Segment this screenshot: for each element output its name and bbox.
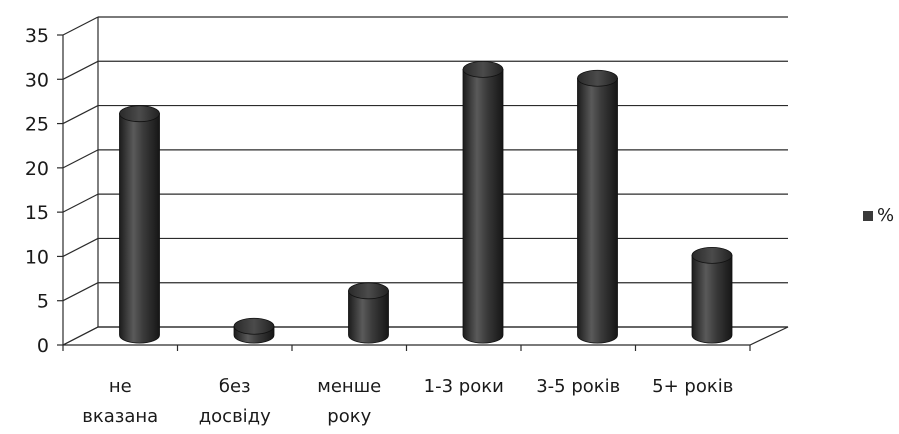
bar xyxy=(119,105,160,344)
y-tick-label: 0 xyxy=(37,335,49,357)
y-tick-label: 25 xyxy=(25,114,49,136)
legend-swatch xyxy=(863,211,873,221)
bar-top xyxy=(119,105,160,123)
bar-top xyxy=(348,282,389,300)
bar xyxy=(577,69,618,344)
x-tick-label: менше xyxy=(317,376,381,397)
bar xyxy=(462,60,504,344)
y-tick-label: 15 xyxy=(25,202,49,224)
bar xyxy=(233,317,275,344)
y-tick-label: 20 xyxy=(25,158,49,180)
legend-label: % xyxy=(877,205,894,226)
x-tick-label: не xyxy=(109,376,132,397)
bar xyxy=(348,282,389,344)
x-tick-label: вказана xyxy=(82,406,158,427)
chart-floor xyxy=(62,326,789,346)
labels-layer: 0 5 10 15 20 25 30 35 не вказана без досвіду менше ро… xyxy=(25,25,734,427)
bar-body xyxy=(462,68,504,344)
side-gridline xyxy=(62,193,99,213)
legend: % xyxy=(863,205,894,226)
axis-layer xyxy=(57,17,789,351)
x-tick-label: досвіду xyxy=(199,406,271,427)
side-gridline xyxy=(62,282,99,302)
side-gridline xyxy=(62,149,99,169)
x-tick-label: 1-3 роки xyxy=(424,376,504,397)
bar-top xyxy=(233,317,275,335)
x-tick-label: 3-5 років xyxy=(536,376,620,397)
grid-layer xyxy=(62,16,788,346)
bar-top xyxy=(577,69,618,87)
bar-body xyxy=(577,77,618,344)
bar-top xyxy=(691,246,733,264)
bar-body xyxy=(348,290,389,344)
bar-top xyxy=(462,60,504,78)
y-tick-label: 35 xyxy=(25,25,49,47)
x-tick-label: року xyxy=(327,406,371,427)
bar-body xyxy=(691,254,733,344)
y-tick-label: 30 xyxy=(25,69,49,91)
bars-layer xyxy=(119,60,733,344)
x-tick-label: 5+ років xyxy=(652,376,733,397)
y-tick-label: 5 xyxy=(37,291,49,313)
side-gridline xyxy=(62,237,99,257)
side-gridline xyxy=(62,16,99,36)
y-tick-label: 10 xyxy=(25,246,49,268)
bar xyxy=(691,246,733,344)
side-gridline xyxy=(62,60,99,80)
bar-body xyxy=(119,113,160,344)
x-tick-label: без xyxy=(219,376,251,397)
side-gridline xyxy=(62,105,99,125)
